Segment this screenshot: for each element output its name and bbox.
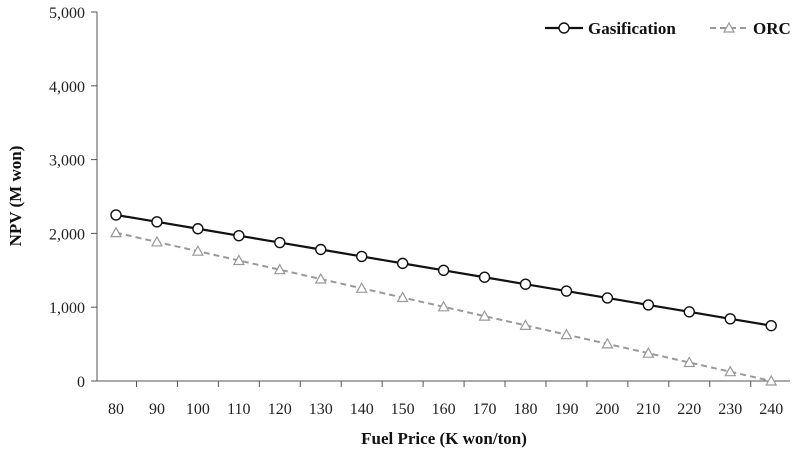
- data-point-gasification: [519, 278, 532, 290]
- series-gasification: [110, 209, 777, 332]
- data-point-orc: [724, 365, 737, 377]
- data-point-orc: [191, 244, 204, 256]
- x-tick-label: 220: [677, 401, 701, 418]
- data-point-gasification: [315, 243, 327, 256]
- data-point-orc: [478, 309, 491, 321]
- data-point-orc: [683, 356, 696, 368]
- data-point-gasification: [396, 257, 409, 270]
- data-point-gasification: [601, 292, 614, 304]
- data-point-orc: [314, 272, 327, 284]
- x-tick-label: 120: [268, 401, 292, 418]
- data-point-orc: [355, 282, 368, 293]
- y-tick-label: 0: [77, 374, 85, 391]
- series-layer: [109, 209, 778, 386]
- x-tick-label: 100: [186, 401, 210, 418]
- legend-item-gasification: Gasification: [545, 19, 676, 38]
- x-tick-label: 110: [227, 401, 250, 418]
- legend: Gasification ORC: [545, 19, 791, 38]
- data-point-gasification: [151, 216, 163, 228]
- data-point-gasification: [765, 319, 777, 332]
- data-point-gasification: [274, 236, 286, 249]
- data-point-orc: [437, 300, 450, 312]
- data-point-gasification: [192, 223, 204, 235]
- data-point-gasification: [642, 299, 655, 311]
- data-point-orc: [150, 235, 163, 247]
- data-point-gasification: [356, 250, 368, 263]
- x-tick-label: 90: [149, 401, 165, 418]
- y-tick-label: 3,000: [49, 153, 85, 170]
- data-point-orc: [273, 263, 286, 275]
- data-point-gasification: [478, 271, 491, 283]
- data-point-gasification: [724, 313, 736, 325]
- x-tick-label: 80: [108, 401, 124, 418]
- x-tick-label: 240: [759, 401, 783, 418]
- x-tick-label: 130: [309, 401, 333, 418]
- data-point-orc: [560, 328, 573, 340]
- y-tick-label: 4,000: [49, 79, 85, 96]
- legend-marker: [722, 21, 736, 33]
- data-point-orc: [642, 346, 655, 358]
- axes: 0 1,000 2,000 3,000 4,000 5,000 80 90 100 110 120 1…: [49, 5, 790, 418]
- x-tick-label: 150: [391, 401, 415, 418]
- x-tick-label: 140: [350, 401, 374, 418]
- x-tick-label: 230: [718, 401, 742, 418]
- data-point-gasification: [437, 264, 450, 276]
- x-tick-label: 170: [473, 401, 497, 418]
- data-point-orc: [519, 319, 532, 330]
- x-tick-label: 160: [432, 401, 456, 418]
- y-tick-label: 5,000: [49, 5, 85, 22]
- y-tick-label: 2,000: [49, 226, 85, 243]
- data-point-gasification: [683, 306, 695, 318]
- x-tick-label: 210: [636, 401, 660, 418]
- data-point-orc: [109, 226, 123, 238]
- data-point-gasification: [233, 229, 245, 242]
- legend-label: Gasification: [588, 19, 676, 38]
- x-tick-label: 180: [514, 401, 538, 418]
- legend-item-orc: ORC: [710, 19, 791, 38]
- data-point-orc: [765, 374, 778, 386]
- x-axis-title: Fuel Price (K won/ton): [361, 429, 527, 448]
- data-point-orc: [232, 254, 245, 266]
- data-point-orc: [396, 291, 409, 303]
- data-point-gasification: [110, 209, 122, 221]
- x-tick-label: 190: [554, 401, 578, 418]
- x-tick-label: 200: [595, 401, 619, 418]
- y-axis-title: NPV (M won): [6, 146, 25, 247]
- data-point-gasification: [560, 285, 573, 297]
- data-point-orc: [601, 337, 614, 349]
- legend-label: ORC: [753, 19, 791, 38]
- y-tick-label: 1,000: [49, 300, 85, 317]
- legend-marker: [558, 22, 570, 34]
- series-orc: [109, 226, 778, 386]
